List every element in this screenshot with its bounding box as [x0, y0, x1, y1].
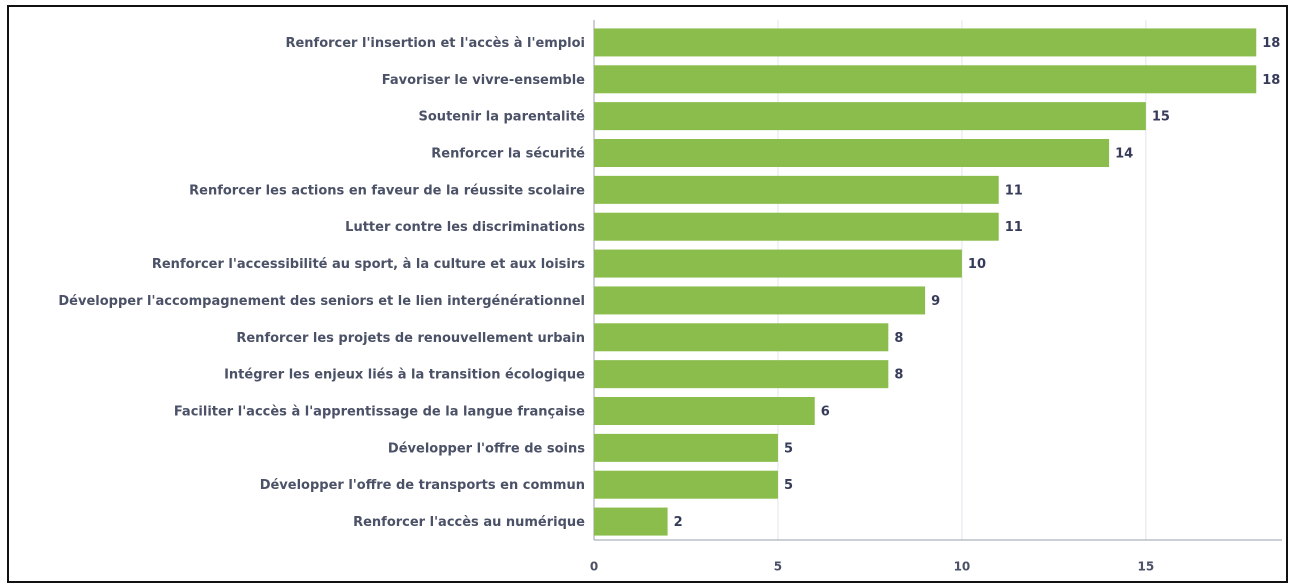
- y-tick-label: Lutter contre les discriminations: [345, 220, 585, 235]
- value-label: 9: [931, 294, 940, 309]
- value-label: 8: [894, 368, 903, 383]
- y-tick-label: Renforcer l'accès au numérique: [353, 515, 585, 530]
- bar: [594, 433, 778, 462]
- bar: [594, 249, 962, 278]
- y-tick-label: Renforcer la sécurité: [431, 147, 585, 162]
- bar: [594, 175, 999, 204]
- value-label: 2: [674, 515, 683, 530]
- bar: [594, 470, 778, 499]
- y-tick-label: Intégrer les enjeux liés à la transition…: [224, 368, 585, 383]
- value-label: 10: [968, 257, 986, 272]
- y-tick-label: Développer l'accompagnement des seniors …: [58, 294, 585, 309]
- bar: [594, 65, 1257, 94]
- value-label: 18: [1262, 73, 1280, 88]
- y-tick-label: Renforcer les projets de renouvellement …: [236, 331, 585, 346]
- x-tick-label: 15: [1138, 560, 1155, 574]
- value-label: 11: [1005, 183, 1023, 198]
- bar: [594, 360, 889, 389]
- y-tick-label: Favoriser le vivre-ensemble: [382, 73, 585, 88]
- x-tick-label: 0: [590, 560, 598, 574]
- value-label: 5: [784, 441, 793, 456]
- frame: [7, 5, 1288, 583]
- bar: [594, 397, 815, 425]
- y-tick-label: Soutenir la parentalité: [419, 110, 586, 125]
- value-label: 5: [784, 478, 793, 493]
- value-label: 6: [821, 405, 830, 420]
- y-tick-label: Renforcer l'insertion et l'accès à l'emp…: [285, 36, 585, 51]
- x-tick-label: 10: [954, 560, 971, 574]
- bar: [594, 102, 1146, 131]
- y-tick-label: Faciliter l'accès à l'apprentissage de l…: [174, 405, 585, 420]
- bar: [594, 28, 1257, 57]
- bar: [594, 212, 999, 241]
- value-label: 18: [1262, 36, 1280, 51]
- x-tick-label: 5: [774, 560, 782, 574]
- y-tick-label: Développer l'offre de soins: [388, 441, 585, 456]
- y-tick-label: Développer l'offre de transports en comm…: [260, 478, 585, 493]
- value-label: 8: [894, 331, 903, 346]
- bar: [594, 286, 926, 315]
- bar: [594, 507, 668, 536]
- bar: [594, 139, 1110, 167]
- value-label: 15: [1152, 110, 1170, 125]
- value-label: 11: [1005, 220, 1023, 235]
- value-label: 14: [1115, 147, 1133, 162]
- y-tick-label: Renforcer les actions en faveur de la ré…: [189, 183, 585, 198]
- bar: [594, 323, 889, 352]
- y-tick-label: Renforcer l'accessibilité au sport, à la…: [152, 257, 585, 272]
